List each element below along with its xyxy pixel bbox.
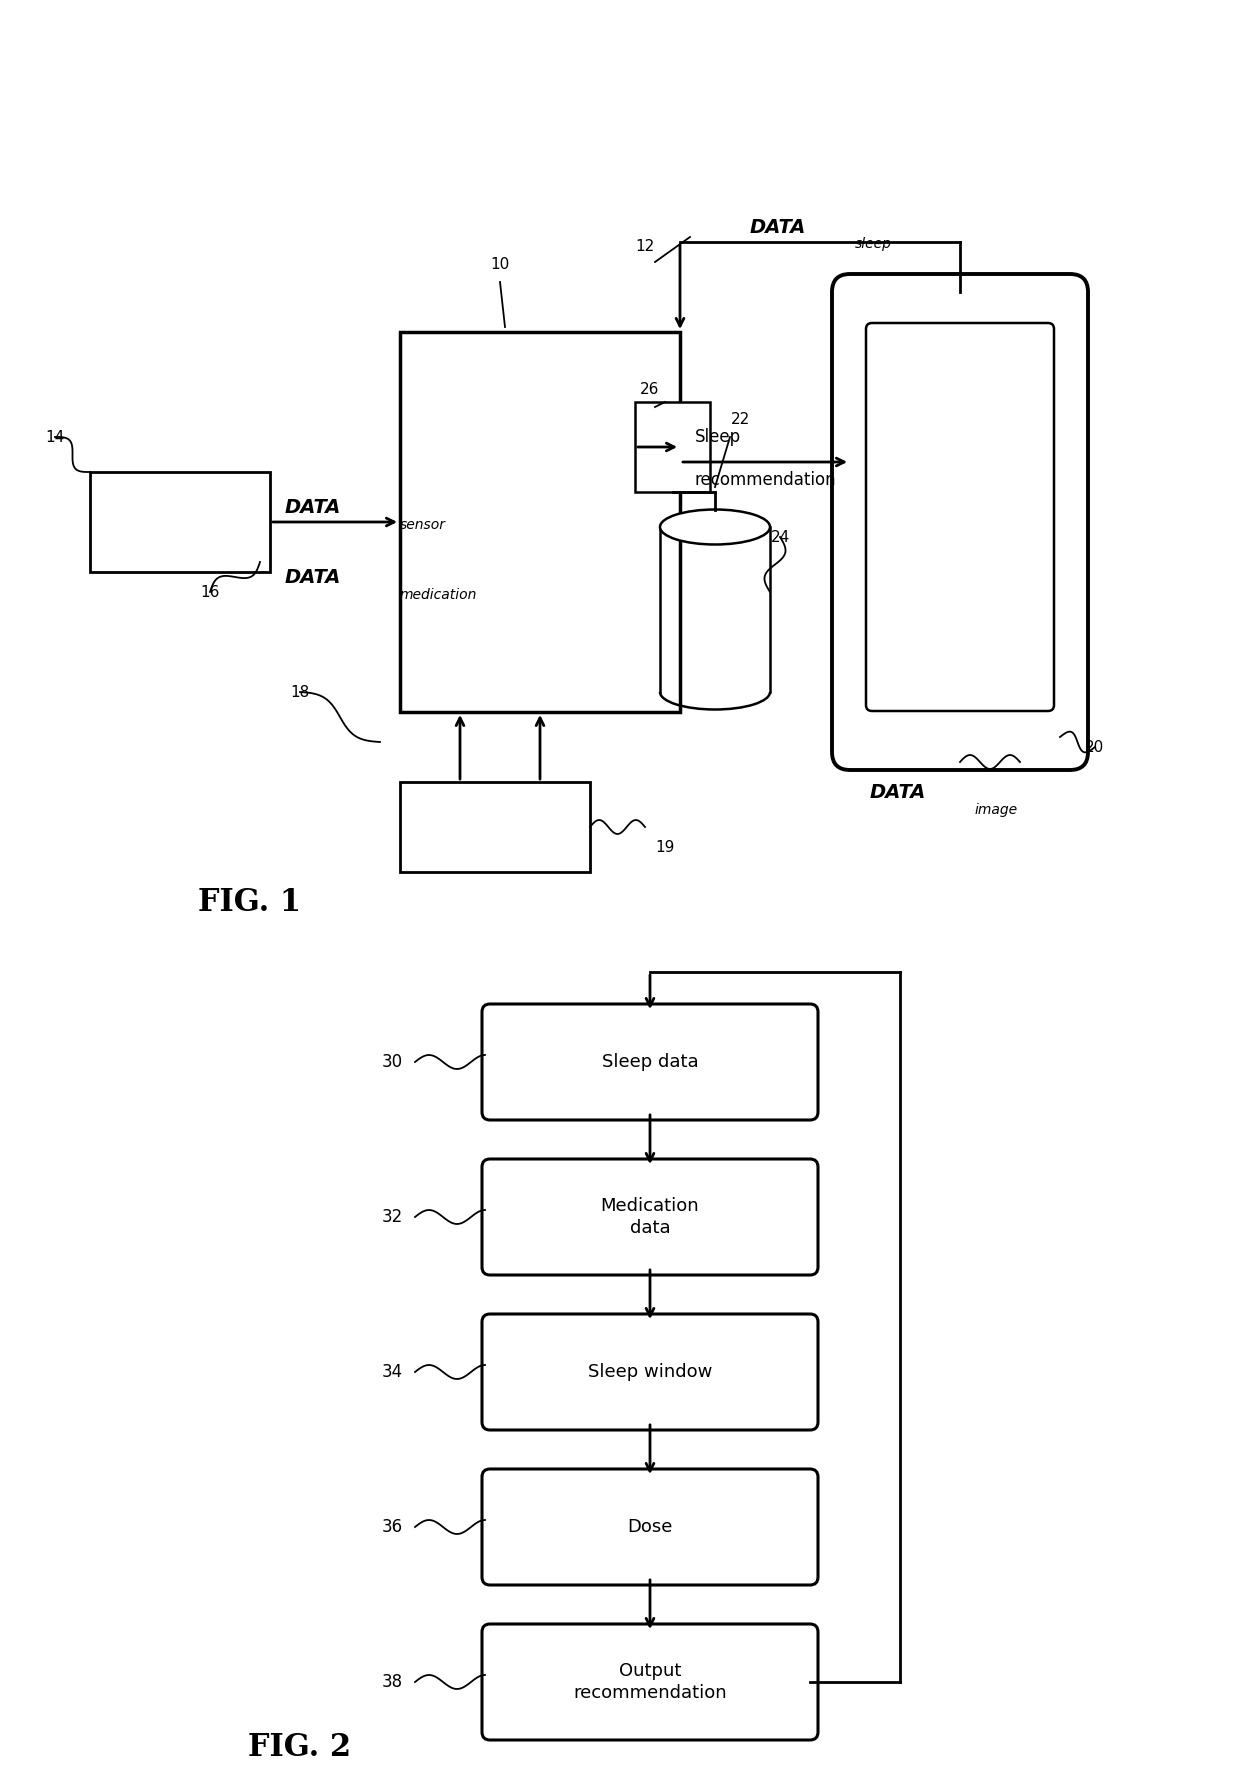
Bar bbox=[91, 471, 270, 572]
Text: 30: 30 bbox=[382, 1054, 403, 1072]
Text: recommendation: recommendation bbox=[694, 471, 837, 489]
Text: Dose: Dose bbox=[627, 1518, 672, 1536]
Bar bbox=[401, 332, 680, 711]
FancyBboxPatch shape bbox=[482, 1004, 818, 1120]
Text: sensor: sensor bbox=[401, 518, 446, 532]
FancyBboxPatch shape bbox=[832, 274, 1087, 771]
Text: 22: 22 bbox=[730, 412, 750, 426]
Text: DATA: DATA bbox=[285, 568, 341, 586]
Text: DATA: DATA bbox=[285, 498, 341, 516]
Text: DATA: DATA bbox=[750, 217, 806, 237]
Text: DATA: DATA bbox=[870, 783, 926, 801]
Text: 16: 16 bbox=[201, 584, 219, 600]
Text: Sleep: Sleep bbox=[694, 428, 742, 446]
Text: 24: 24 bbox=[770, 529, 790, 545]
Text: image: image bbox=[975, 803, 1018, 817]
Text: 14: 14 bbox=[46, 430, 64, 444]
Ellipse shape bbox=[660, 509, 770, 545]
Text: 19: 19 bbox=[655, 839, 675, 855]
FancyBboxPatch shape bbox=[866, 323, 1054, 711]
Bar bbox=[635, 401, 711, 493]
Bar bbox=[401, 781, 590, 873]
Text: 36: 36 bbox=[382, 1518, 403, 1536]
Text: 18: 18 bbox=[290, 685, 310, 699]
Text: FIG. 2: FIG. 2 bbox=[248, 1731, 352, 1763]
Text: medication: medication bbox=[401, 588, 477, 602]
Bar bbox=[660, 527, 770, 692]
FancyBboxPatch shape bbox=[482, 1624, 818, 1740]
Text: 32: 32 bbox=[382, 1208, 403, 1226]
FancyBboxPatch shape bbox=[482, 1159, 818, 1274]
Text: Sleep window: Sleep window bbox=[588, 1364, 712, 1382]
Text: sleep: sleep bbox=[856, 237, 892, 251]
FancyBboxPatch shape bbox=[482, 1314, 818, 1430]
Text: Medication
data: Medication data bbox=[600, 1197, 699, 1236]
Text: 20: 20 bbox=[1085, 740, 1105, 754]
Text: Sleep data: Sleep data bbox=[601, 1054, 698, 1072]
Text: 34: 34 bbox=[382, 1364, 403, 1382]
Text: 26: 26 bbox=[640, 382, 660, 398]
Text: 10: 10 bbox=[490, 256, 510, 272]
Text: 38: 38 bbox=[382, 1674, 403, 1692]
Text: 12: 12 bbox=[635, 238, 655, 254]
Text: FIG. 1: FIG. 1 bbox=[198, 887, 301, 918]
FancyBboxPatch shape bbox=[482, 1469, 818, 1584]
Text: Output
recommendation: Output recommendation bbox=[573, 1661, 727, 1702]
